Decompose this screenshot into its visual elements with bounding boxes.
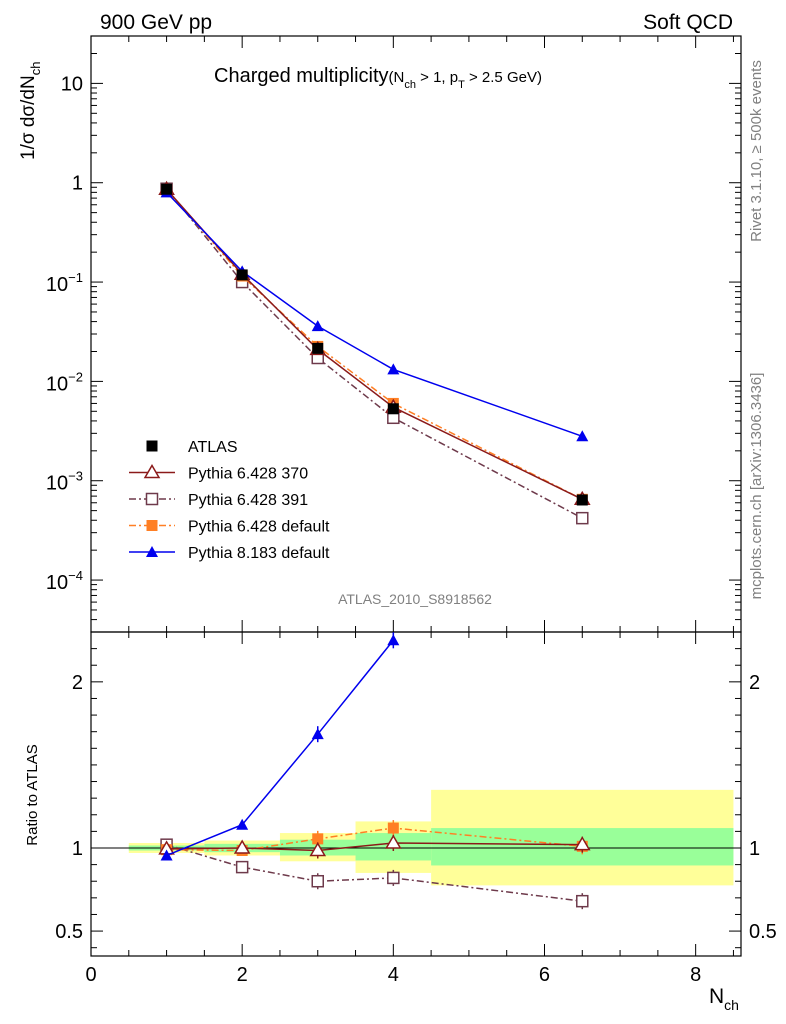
ratio-point-py391: [311, 874, 324, 888]
main-y-tick-label: 10−4: [46, 568, 83, 594]
ratio-series-py370: [158, 834, 591, 859]
main-series-atlas: [161, 183, 588, 506]
main-y-tick-label: 10−3: [46, 469, 83, 495]
legend-marker-atlas: [146, 440, 158, 452]
x-axis-label: Nch: [709, 985, 739, 1013]
plot-title: Charged multiplicity(Nch > 1, pT > 2.5 G…: [214, 65, 542, 91]
legend-label-py391: Pythia 6.428 391: [188, 492, 308, 509]
axes: 10 1 10−1 10−2 10−3 10−4 0 2 4 6 8 0.5 0.5 1 1 2 2: [46, 35, 777, 986]
legend-marker-py370: [143, 464, 161, 479]
main-point-atlas: [161, 183, 173, 195]
legend-marker-py8default: [146, 546, 158, 557]
x-tick-label: 0: [85, 964, 96, 986]
main-line-py6default: [166, 189, 583, 500]
x-tick-label: 2: [237, 964, 248, 986]
ratio-point-py8default: [160, 849, 173, 861]
ratio-point-py370: [233, 839, 251, 854]
ratio-point-py8default: [311, 728, 324, 740]
legend-label-py6default: Pythia 6.428 default: [188, 519, 330, 536]
ratio-point-py370: [385, 834, 402, 849]
ratio-point-py8default: [236, 818, 249, 830]
collision-label: 900 GeV pp: [100, 11, 212, 34]
main-y-tick-label: 10−2: [46, 369, 83, 395]
mcplots-source-label: mcplots.cern.ch [arXiv:1306.3436]: [748, 373, 765, 600]
x-tick-label: 4: [388, 964, 399, 986]
main-point-atlas: [236, 269, 248, 281]
main-point-atlas: [576, 494, 588, 506]
main-frame: [90, 35, 742, 633]
rivet-version-label: Rivet 3.1.10, ≥ 500k events: [748, 60, 765, 242]
ratio-point-py391: [387, 871, 400, 885]
ratio-point-py6default: [387, 822, 399, 834]
ratio-y-tick-label-right: 1: [749, 838, 760, 860]
main-plot-series: [158, 180, 591, 525]
legend-marker-py6default: [146, 520, 158, 531]
main-y-tick-label: 10: [61, 73, 83, 95]
legend: ATLAS Pythia 6.428 370 Pythia 6.428 391 Pyt…: [129, 439, 330, 562]
main-point-py8default: [387, 363, 400, 375]
ratio-uncertainty-bands: [128, 789, 734, 886]
main-point-py391: [576, 511, 589, 525]
main-y-tick-label: 1: [72, 173, 83, 195]
ratio-series-py8default: [160, 632, 400, 861]
analysis-label: ATLAS_2010_S8918562: [338, 591, 492, 607]
main-point-py8default: [576, 430, 589, 442]
ratio-y-axis-label: Ratio to ATLAS: [24, 744, 41, 845]
ratio-point-py391: [235, 860, 249, 874]
ratio-y-tick-label-right: 2: [749, 672, 760, 694]
ratio-frame: [90, 631, 742, 957]
ratio-line-py8default: [166, 639, 394, 857]
legend-label-py8default: Pythia 8.183 default: [188, 545, 330, 562]
legend-entry-atlas: ATLAS: [146, 439, 238, 456]
main-point-py8default: [311, 320, 324, 332]
main-line-py8default: [166, 191, 583, 438]
legend-entry-py6default: Pythia 6.428 default: [129, 519, 330, 536]
legend-label-atlas: ATLAS: [188, 439, 238, 456]
x-tick-label: 6: [539, 964, 550, 986]
ratio-point-py370: [573, 836, 591, 851]
main-point-atlas: [312, 342, 324, 354]
main-y-tick-label: 10−1: [46, 270, 83, 296]
ratio-point-py6default: [312, 833, 324, 845]
main-series-py8default: [160, 186, 589, 442]
ratio-y-tick-label-left: 0.5: [55, 921, 83, 943]
legend-entry-py391: Pythia 6.428 391: [129, 492, 308, 509]
legend-entry-py8default: Pythia 8.183 default: [129, 545, 330, 562]
x-tick-label: 8: [690, 964, 701, 986]
ratio-plot-series: [158, 632, 591, 910]
main-series-py6default: [161, 184, 588, 505]
ratio-point-py391: [576, 894, 589, 908]
legend-label-py370: Pythia 6.428 370: [188, 466, 308, 483]
legend-marker-py391: [145, 492, 159, 506]
ratio-point-py370: [309, 842, 327, 857]
main-y-axis-label: 1/σ dσ/dNch: [18, 62, 43, 160]
legend-entry-py370: Pythia 6.428 370: [129, 464, 308, 483]
process-label: Soft QCD: [643, 11, 733, 34]
ratio-point-py8default: [387, 634, 400, 646]
main-point-atlas: [387, 403, 399, 415]
ratio-y-tick-label-right: 0.5: [749, 921, 777, 943]
ratio-y-tick-label-left: 2: [72, 672, 83, 694]
ratio-y-tick-label-left: 1: [72, 838, 83, 860]
